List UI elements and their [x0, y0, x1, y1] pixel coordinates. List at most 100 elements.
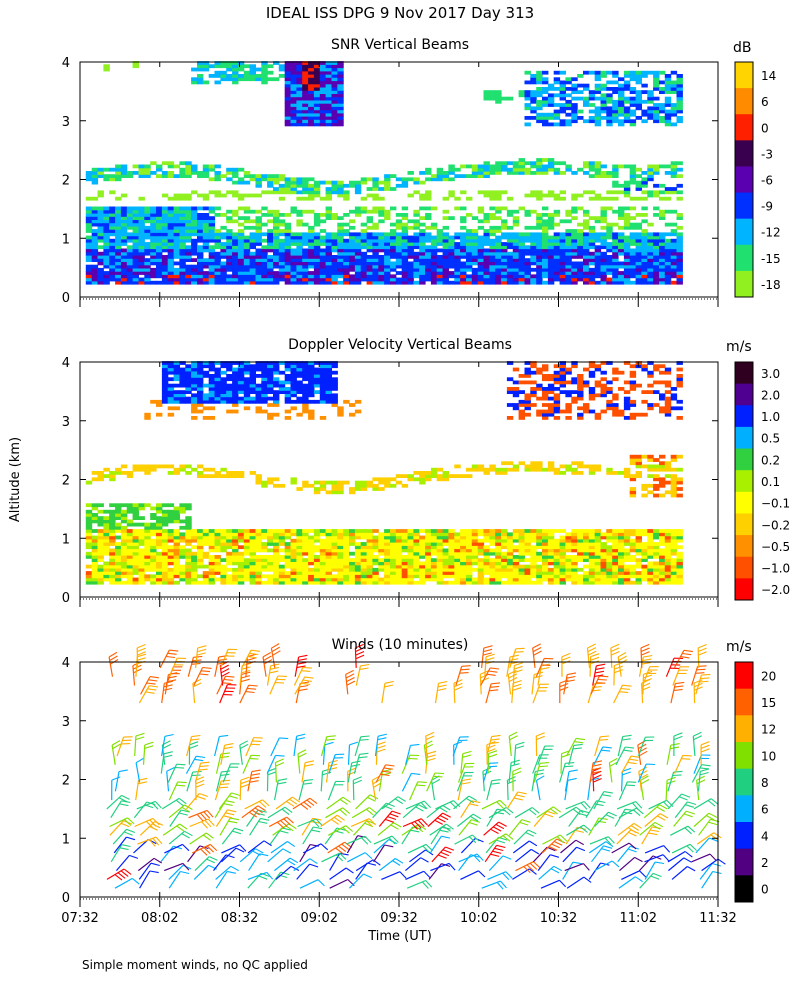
field-cell	[349, 580, 356, 585]
field-cell	[477, 171, 485, 175]
field-cell	[489, 164, 496, 169]
field-cell	[612, 232, 619, 237]
field-cell	[185, 248, 192, 253]
field-cell	[85, 571, 93, 575]
field-cell	[232, 261, 239, 266]
field-cell	[115, 558, 122, 562]
field-cell	[425, 248, 432, 253]
field-cell	[629, 99, 637, 104]
field-cell	[91, 167, 99, 172]
field-cell	[483, 564, 490, 569]
field-cell	[173, 545, 180, 550]
field-cell	[237, 367, 245, 372]
field-cell	[460, 174, 467, 178]
field-cell	[167, 174, 175, 178]
field-cell	[173, 564, 180, 569]
field-cell	[208, 532, 216, 537]
field-cell	[261, 483, 268, 488]
field-cell	[343, 577, 350, 582]
field-cell	[647, 242, 654, 246]
field-cell	[290, 99, 297, 104]
field-cell	[436, 274, 444, 279]
field-cell	[577, 277, 584, 282]
field-cell	[243, 571, 251, 575]
field-cell	[430, 271, 438, 275]
field-cell	[430, 535, 438, 540]
field-cell	[191, 171, 198, 175]
field-cell	[670, 258, 678, 262]
field-cell	[237, 390, 245, 394]
field-cell	[208, 225, 216, 230]
field-cell	[448, 474, 455, 478]
field-cell	[349, 564, 356, 569]
field-cell	[623, 280, 631, 285]
field-cell	[156, 564, 163, 569]
field-cell	[354, 190, 362, 195]
field-cell	[483, 93, 490, 98]
field-cell	[191, 529, 198, 533]
field-cell	[226, 190, 233, 195]
field-cell	[226, 383, 233, 388]
field-cell	[390, 538, 397, 543]
field-cell	[664, 74, 672, 78]
field-cell	[594, 248, 602, 253]
field-cell	[448, 535, 455, 540]
field-cell	[115, 525, 122, 530]
field-cell	[594, 219, 602, 224]
field-cell	[384, 555, 391, 559]
field-cell	[173, 209, 180, 214]
field-cell	[618, 99, 625, 104]
field-cell	[425, 564, 432, 569]
field-cell	[161, 280, 169, 285]
field-cell	[653, 267, 660, 272]
field-cell	[173, 174, 180, 178]
field-cell	[530, 571, 537, 575]
field-cell	[278, 390, 286, 394]
field-cell	[185, 238, 192, 243]
field-cell	[664, 267, 672, 272]
field-cell	[173, 467, 180, 472]
field-cell	[471, 267, 479, 272]
field-cell	[629, 112, 637, 117]
field-cell	[126, 251, 134, 256]
field-cell	[600, 116, 607, 120]
field-cell	[325, 264, 332, 269]
field-cell	[237, 567, 245, 572]
field-cell	[197, 377, 204, 382]
field-cell	[308, 545, 315, 550]
field-cell	[85, 555, 93, 559]
field-cell	[325, 490, 332, 495]
field-cell	[161, 235, 169, 240]
field-cell	[237, 235, 245, 240]
field-cell	[138, 229, 145, 233]
field-cell	[308, 255, 315, 259]
field-cell	[208, 267, 216, 272]
field-cell	[629, 225, 637, 230]
field-cell	[390, 545, 397, 550]
field-cell	[401, 542, 409, 546]
field-cell	[150, 548, 157, 553]
field-cell	[290, 238, 297, 243]
field-cell	[524, 96, 531, 101]
field-cell	[167, 509, 175, 514]
field-cell	[547, 280, 555, 285]
field-cell	[425, 167, 432, 172]
field-cell	[126, 535, 134, 540]
field-cell	[641, 213, 648, 217]
field-cell	[267, 280, 274, 285]
field-cell	[483, 251, 490, 256]
field-cell	[232, 180, 239, 185]
field-cell	[197, 390, 204, 394]
field-cell	[308, 112, 315, 117]
field-cell	[132, 542, 139, 546]
field-cell	[442, 216, 449, 220]
field-cell	[202, 374, 210, 378]
field-cell	[179, 377, 186, 382]
field-cell	[559, 96, 566, 101]
field-cell	[407, 193, 414, 198]
field-cell	[103, 222, 110, 227]
field-cell	[179, 574, 186, 579]
field-cell	[185, 258, 192, 262]
field-cell	[659, 209, 666, 214]
field-cell	[600, 83, 607, 88]
